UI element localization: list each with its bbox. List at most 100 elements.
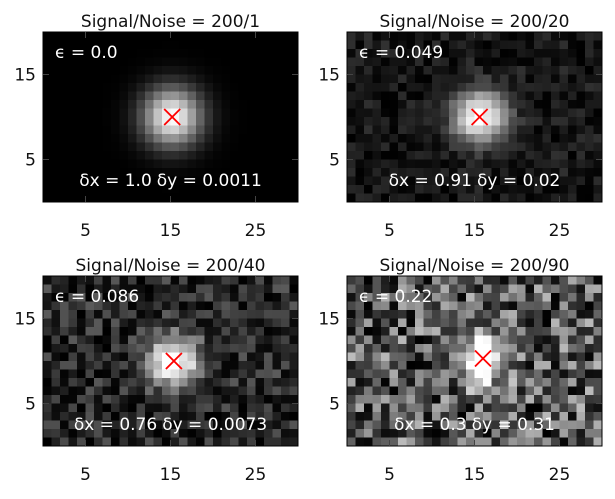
heatmap-cell xyxy=(187,100,197,109)
heatmap-cell xyxy=(500,117,509,126)
heatmap-cell xyxy=(170,117,180,126)
heatmap-cell xyxy=(221,49,231,58)
heatmap-cell xyxy=(525,403,535,413)
heatmap-cell xyxy=(347,159,356,169)
heatmap-cell xyxy=(483,344,492,353)
heatmap-cell xyxy=(449,159,458,169)
heatmap-cell xyxy=(111,335,120,345)
heatmap-cell xyxy=(119,66,129,75)
heatmap-cell xyxy=(593,117,603,126)
heatmap-cell xyxy=(221,134,231,143)
heatmap-cell xyxy=(364,117,373,126)
heatmap-cell xyxy=(500,395,509,404)
heatmap-cell xyxy=(355,369,365,379)
heatmap-cell xyxy=(347,352,356,362)
heatmap-cell xyxy=(179,134,188,143)
heatmap-cell xyxy=(483,125,492,135)
heatmap-cell xyxy=(449,32,458,41)
heatmap-cell xyxy=(432,293,441,302)
heatmap-cell xyxy=(406,66,416,75)
heatmap-cell xyxy=(170,301,180,311)
heatmap-cell xyxy=(85,176,95,186)
heatmap-cell xyxy=(136,327,146,336)
heatmap-cell xyxy=(196,395,205,404)
heatmap-cell xyxy=(440,74,450,84)
heatmap-cell xyxy=(423,168,433,177)
heatmap-cell xyxy=(187,40,197,50)
heatmap-cell xyxy=(440,344,450,353)
heatmap-cell xyxy=(440,361,450,370)
heatmap-cell xyxy=(128,83,137,92)
heatmap-cell xyxy=(289,142,299,152)
heatmap-cell xyxy=(457,378,467,387)
heatmap-cell xyxy=(474,185,484,194)
heatmap-cell xyxy=(406,310,416,319)
heatmap-cell xyxy=(170,32,180,41)
heatmap-cell xyxy=(585,185,594,194)
heatmap-cell xyxy=(593,420,603,430)
heatmap-cell xyxy=(525,437,535,447)
heatmap-cell xyxy=(43,369,52,379)
heatmap-cell xyxy=(542,185,552,194)
heatmap-cell xyxy=(153,66,163,75)
heatmap-cell xyxy=(347,403,356,413)
heatmap-cell xyxy=(423,40,433,50)
heatmap-cell xyxy=(204,40,214,50)
heatmap-cell xyxy=(247,361,256,370)
heatmap-cell xyxy=(213,193,222,203)
heatmap-cell xyxy=(551,327,560,336)
heatmap-cell xyxy=(432,369,441,379)
heatmap-cell xyxy=(162,40,171,50)
heatmap-cell xyxy=(593,134,603,143)
heatmap-cell xyxy=(179,40,188,50)
heatmap-cell xyxy=(68,142,78,152)
heatmap-cell xyxy=(415,159,424,169)
heatmap-cell xyxy=(43,352,52,362)
heatmap-cell xyxy=(289,176,299,186)
heatmap-cell xyxy=(491,403,501,413)
heatmap-cell xyxy=(389,74,399,84)
heatmap-cell xyxy=(255,108,265,118)
heatmap-cell xyxy=(94,117,103,126)
heatmap-cell xyxy=(559,91,569,101)
heatmap-cell xyxy=(381,395,390,404)
heatmap-cell xyxy=(449,74,458,84)
heatmap-cell xyxy=(77,293,86,302)
heatmap-cell xyxy=(94,168,103,177)
heatmap-cell xyxy=(204,108,214,118)
heatmap-cell xyxy=(415,142,424,152)
heatmap-cell xyxy=(247,176,256,186)
heatmap-cell xyxy=(170,369,180,379)
heatmap-cell xyxy=(136,49,146,58)
heatmap-cell xyxy=(389,318,399,328)
heatmap-cell xyxy=(491,74,501,84)
epsilon-label: ϵ = 0.22 xyxy=(359,287,432,307)
heatmap-cell xyxy=(398,117,407,126)
heatmap-cell xyxy=(568,276,577,285)
heatmap-cell xyxy=(483,134,492,143)
heatmap-cell xyxy=(60,437,69,447)
heatmap-cell xyxy=(466,57,475,67)
heatmap-cell xyxy=(576,91,586,101)
heatmap-cell xyxy=(153,49,163,58)
heatmap-cell xyxy=(196,420,205,430)
heatmap-cell xyxy=(389,276,399,285)
heatmap-cell xyxy=(77,310,86,319)
heatmap-cell xyxy=(281,310,290,319)
heatmap-cell xyxy=(145,151,154,160)
heatmap-cell xyxy=(508,57,518,67)
heatmap-cell xyxy=(187,412,197,421)
heatmap-cell xyxy=(247,74,256,84)
heatmap-cell xyxy=(187,74,197,84)
heatmap-cell xyxy=(457,386,467,396)
heatmap-cell xyxy=(77,403,86,413)
heatmap-cell xyxy=(221,437,231,447)
heatmap-cell xyxy=(483,74,492,84)
heatmap-cell xyxy=(196,57,205,67)
heatmap-cell xyxy=(457,284,467,294)
heatmap-cell xyxy=(221,100,231,109)
heatmap-cell xyxy=(230,335,239,345)
heatmap-cell xyxy=(508,117,518,126)
heatmap-cell xyxy=(372,352,382,362)
heatmap-cell xyxy=(170,352,180,362)
